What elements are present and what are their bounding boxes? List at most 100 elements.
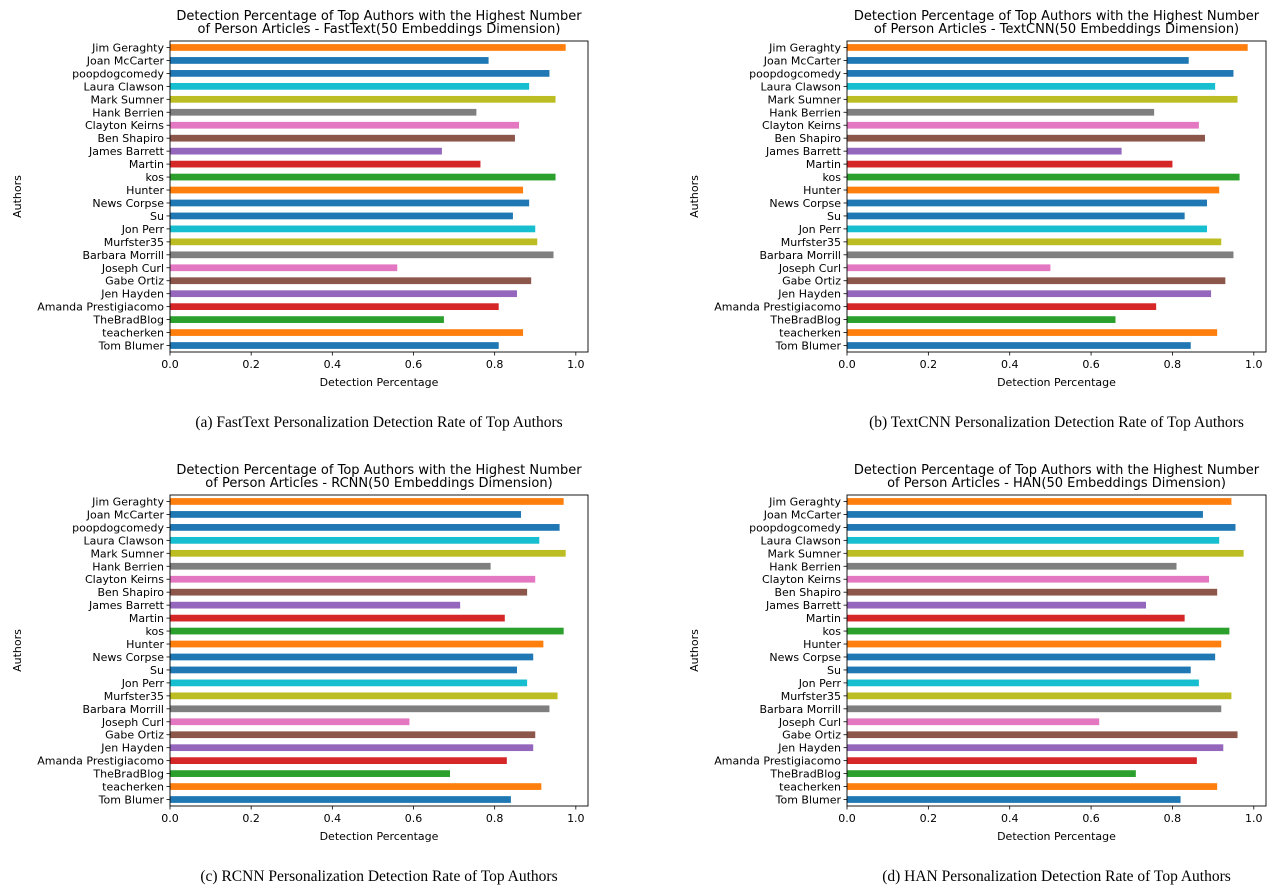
- chart-title-line-2: of Person Articles - TextCNN(50 Embeddin…: [874, 22, 1239, 37]
- bar-kos: [847, 173, 1240, 181]
- x-tick-label: 0.0: [838, 812, 856, 825]
- y-tick-label: Ben Shapiro: [774, 132, 841, 145]
- x-tick-label: 0.4: [1001, 358, 1019, 371]
- bar-su: [170, 212, 513, 220]
- y-tick-label: Mark Sumner: [767, 547, 841, 560]
- bar-amanda-prestigiacomo: [170, 303, 499, 311]
- y-tick-label: Hank Berrien: [92, 106, 164, 119]
- bar-gabe-ortiz: [170, 277, 532, 285]
- y-axis-label: Authors: [11, 629, 24, 672]
- plot-frame: [846, 494, 1267, 807]
- y-axis-label: Authors: [11, 175, 24, 218]
- bar-news-corpse: [847, 199, 1208, 207]
- bar-james-barrett: [170, 601, 461, 609]
- x-tick-label: 0.2: [920, 358, 938, 371]
- x-tick-label: 1.0: [567, 812, 585, 825]
- x-tick-label: 0.6: [1082, 812, 1100, 825]
- y-tick-label: Jen Hayden: [100, 742, 164, 755]
- bar-kos: [170, 173, 556, 181]
- y-tick-label: News Corpse: [92, 197, 164, 210]
- bar-hank-berrien: [170, 108, 477, 116]
- bar-tom-blumer: [170, 796, 511, 803]
- bar-clayton-keirns: [847, 121, 1199, 129]
- x-tick-label: 1.0: [567, 358, 585, 371]
- y-tick-label: Ben Shapiro: [97, 586, 164, 599]
- chart-title-line-1: Detection Percentage of Top Authors with…: [854, 9, 1260, 24]
- bar-tom-blumer: [170, 342, 499, 349]
- bar-poopdogcomedy: [170, 70, 550, 77]
- bar-murfster35: [847, 238, 1222, 246]
- bar-james-barrett: [170, 147, 442, 155]
- bar-gabe-ortiz: [847, 277, 1226, 285]
- bar-poopdogcomedy: [170, 524, 560, 531]
- y-tick-label: Laura Clawson: [760, 80, 841, 93]
- y-tick-label: Amanda Prestigiacomo: [714, 755, 841, 768]
- y-tick-label: Tom Blumer: [775, 794, 842, 807]
- bar-murfster35: [847, 692, 1232, 700]
- y-tick-label: News Corpse: [92, 651, 164, 664]
- y-tick-label: Amanda Prestigiacomo: [37, 301, 164, 314]
- y-tick-label: kos: [823, 625, 842, 638]
- bar-hunter: [847, 186, 1220, 194]
- y-tick-label: News Corpse: [769, 197, 841, 210]
- y-tick-label: Mark Sumner: [90, 93, 164, 106]
- bar-jon-perr: [170, 225, 536, 233]
- bar-barbara-morrill: [170, 705, 550, 713]
- y-tick-label: Joseph Curl: [778, 716, 841, 729]
- x-tick-label: 1.0: [1245, 812, 1263, 825]
- y-tick-label: Hunter: [803, 638, 841, 651]
- bar-kos: [847, 627, 1230, 635]
- bar-thebradblog: [170, 316, 444, 323]
- x-tick-label: 0.0: [838, 358, 856, 371]
- x-tick-label: 0.4: [324, 358, 342, 371]
- y-tick-label: TheBradBlog: [92, 314, 164, 327]
- figure-caption: (a) FastText Personalization Detection R…: [195, 414, 562, 431]
- y-tick-label: Jon Perr: [798, 677, 842, 690]
- bar-teacherken: [847, 783, 1218, 790]
- x-tick-label: 0.2: [242, 812, 260, 825]
- x-tick-label: 0.6: [405, 812, 423, 825]
- y-tick-label: Jon Perr: [121, 223, 165, 236]
- x-tick-label: 0.8: [1164, 358, 1182, 371]
- bar-mark-sumner: [170, 549, 566, 557]
- figure-caption: (c) RCNN Personalization Detection Rate …: [200, 868, 557, 885]
- y-tick-label: Hunter: [126, 638, 164, 651]
- x-tick-label: 0.8: [486, 812, 504, 825]
- y-tick-label: News Corpse: [769, 651, 841, 664]
- bar-jon-perr: [170, 679, 528, 687]
- y-tick-label: TheBradBlog: [769, 314, 841, 327]
- bar-jen-hayden: [170, 290, 517, 298]
- bar-joan-mccarter: [170, 511, 522, 518]
- bar-hank-berrien: [847, 108, 1155, 116]
- plot-frame: [169, 494, 589, 807]
- bar-ben-shapiro: [170, 588, 528, 596]
- bar-barbara-morrill: [847, 251, 1234, 259]
- x-tick-label: 0.2: [920, 812, 938, 825]
- x-tick-label: 0.8: [486, 358, 504, 371]
- bar-laura-clawson: [847, 536, 1220, 544]
- bar-gabe-ortiz: [847, 731, 1238, 739]
- y-tick-label: Clayton Keirns: [85, 573, 164, 586]
- y-tick-label: Amanda Prestigiacomo: [37, 755, 164, 768]
- x-tick-label: 0.4: [1001, 812, 1019, 825]
- y-tick-label: Murfster35: [781, 236, 841, 249]
- y-tick-label: poopdogcomedy: [72, 521, 164, 534]
- chart-title-line-2: of Person Articles - FastText(50 Embeddi…: [198, 22, 561, 37]
- bar-amanda-prestigiacomo: [847, 757, 1197, 765]
- plot-frame: [169, 40, 589, 353]
- bar-joseph-curl: [847, 264, 1051, 272]
- bar-hunter: [847, 640, 1222, 648]
- y-tick-label: poopdogcomedy: [72, 67, 164, 80]
- y-tick-label: Hank Berrien: [92, 560, 164, 573]
- bar-james-barrett: [847, 601, 1146, 609]
- y-tick-label: Ben Shapiro: [774, 586, 841, 599]
- y-tick-label: Tom Blumer: [98, 794, 165, 807]
- y-tick-label: teacherken: [102, 781, 164, 794]
- y-tick-label: Jen Hayden: [100, 288, 164, 301]
- y-tick-label: Mark Sumner: [90, 547, 164, 560]
- y-tick-label: Tom Blumer: [98, 340, 165, 353]
- y-tick-label: Hunter: [126, 184, 164, 197]
- bar-gabe-ortiz: [170, 731, 536, 739]
- y-tick-label: teacherken: [779, 327, 841, 340]
